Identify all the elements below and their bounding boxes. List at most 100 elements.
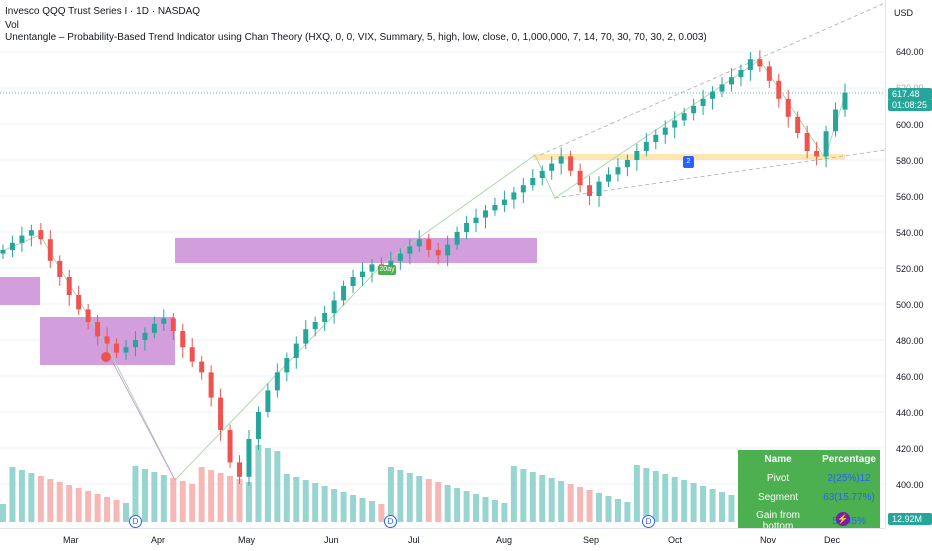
candle-body[interactable]: [776, 80, 782, 99]
candle-body[interactable]: [388, 260, 394, 267]
candle-body[interactable]: [587, 185, 593, 196]
candle-body[interactable]: [530, 178, 536, 186]
candle-body[interactable]: [482, 210, 488, 218]
candle-body[interactable]: [142, 332, 148, 340]
candle-body[interactable]: [814, 151, 820, 157]
candle-body[interactable]: [151, 323, 157, 333]
candle-body[interactable]: [426, 239, 432, 250]
candle-body[interactable]: [643, 142, 649, 151]
candle-body[interactable]: [596, 181, 602, 196]
candle-body[interactable]: [766, 66, 772, 81]
candle-body[interactable]: [57, 260, 63, 277]
candle-body[interactable]: [464, 223, 470, 232]
candle-body[interactable]: [38, 230, 44, 240]
candle-body[interactable]: [199, 361, 205, 373]
candle-body[interactable]: [520, 185, 526, 193]
candle-body[interactable]: [218, 397, 224, 430]
candle-body[interactable]: [445, 244, 451, 256]
candle-body[interactable]: [28, 230, 34, 236]
candle-body[interactable]: [842, 92, 848, 110]
candle-body[interactable]: [85, 309, 91, 322]
candle-body[interactable]: [19, 235, 25, 243]
candle-body[interactable]: [9, 242, 15, 250]
candle-body[interactable]: [785, 98, 791, 117]
candle-body[interactable]: [47, 239, 53, 261]
candle-body[interactable]: [350, 277, 356, 286]
candle-body[interactable]: [738, 70, 744, 78]
signal-label-2[interactable]: 2: [683, 156, 694, 168]
candle-body[interactable]: [624, 160, 630, 168]
candle-body[interactable]: [180, 331, 186, 348]
candle-body[interactable]: [473, 217, 479, 223]
signal-label-20ay[interactable]: 20ay: [378, 265, 396, 275]
candle-body[interactable]: [407, 246, 413, 254]
dividend-marker[interactable]: D: [642, 515, 655, 528]
candle-body[interactable]: [454, 232, 460, 245]
candle-body[interactable]: [274, 372, 280, 391]
candle-body[interactable]: [360, 271, 366, 277]
candle-body[interactable]: [804, 133, 810, 151]
candle-body[interactable]: [322, 313, 328, 322]
candle-body[interactable]: [397, 253, 403, 261]
candle-body[interactable]: [416, 239, 422, 247]
candle-body[interactable]: [728, 77, 734, 85]
price-axis[interactable]: USD 640.00 620.00 600.00 580.00 560.00 5…: [885, 0, 932, 528]
candle-body[interactable]: [161, 318, 167, 324]
candle-body[interactable]: [691, 106, 697, 114]
candle-body[interactable]: [76, 295, 82, 310]
candle-body[interactable]: [539, 170, 545, 178]
chart-canvas[interactable]: [0, 0, 885, 528]
currency-label[interactable]: USD: [894, 8, 914, 18]
candle-body[interactable]: [492, 205, 498, 211]
candle-body[interactable]: [568, 156, 574, 171]
candle-body[interactable]: [511, 192, 517, 200]
candle-body[interactable]: [265, 390, 271, 412]
candle-body[interactable]: [605, 174, 611, 182]
candle-body[interactable]: [681, 113, 687, 121]
candle-body[interactable]: [369, 264, 375, 272]
candle-body[interactable]: [501, 199, 507, 205]
candle-body[interactable]: [123, 347, 129, 353]
candle-body[interactable]: [653, 134, 659, 142]
candle-body[interactable]: [672, 120, 678, 128]
candle-body[interactable]: [577, 170, 583, 186]
candle-body[interactable]: [237, 462, 243, 477]
candle-body[interactable]: [549, 163, 555, 171]
candle-body[interactable]: [719, 84, 725, 92]
candle-body[interactable]: [208, 372, 214, 398]
candle-body[interactable]: [331, 300, 337, 313]
candle-body[interactable]: [795, 116, 801, 133]
candle-body[interactable]: [255, 412, 261, 439]
candle-body[interactable]: [757, 59, 763, 67]
candle-body[interactable]: [284, 358, 290, 373]
candle-body[interactable]: [435, 250, 441, 256]
dividend-marker[interactable]: D: [129, 515, 142, 528]
candle-body[interactable]: [104, 336, 110, 344]
candle-body[interactable]: [833, 109, 839, 132]
candle-body[interactable]: [303, 329, 309, 344]
candle-body[interactable]: [710, 91, 716, 99]
price-chart[interactable]: Invesco QQQ Trust Series I · 1D · NASDAQ…: [0, 0, 885, 528]
candle-body[interactable]: [293, 343, 299, 358]
candle-body[interactable]: [246, 439, 252, 477]
candle-body[interactable]: [823, 131, 829, 157]
candle-body[interactable]: [132, 340, 138, 348]
candle-body[interactable]: [189, 347, 195, 362]
candle-body[interactable]: [227, 430, 233, 463]
candle-body[interactable]: [341, 286, 347, 301]
candle-body[interactable]: [66, 277, 72, 295]
candle-body[interactable]: [312, 322, 318, 330]
candle-body[interactable]: [747, 59, 753, 70]
time-axis[interactable]: Mar Apr May Jun Jul Aug Sep Oct Nov Dec: [0, 528, 885, 551]
candle-body[interactable]: [170, 318, 176, 331]
candle-body[interactable]: [615, 167, 621, 175]
candle-body[interactable]: [634, 151, 640, 160]
candle-body[interactable]: [114, 343, 120, 353]
earnings-lightning-icon[interactable]: ⚡: [836, 512, 850, 526]
dividend-marker[interactable]: D: [384, 515, 397, 528]
candle-body[interactable]: [700, 98, 706, 106]
candle-body[interactable]: [0, 250, 6, 254]
candle-body[interactable]: [662, 127, 668, 135]
candle-body[interactable]: [558, 156, 564, 164]
candle-body[interactable]: [95, 322, 101, 337]
